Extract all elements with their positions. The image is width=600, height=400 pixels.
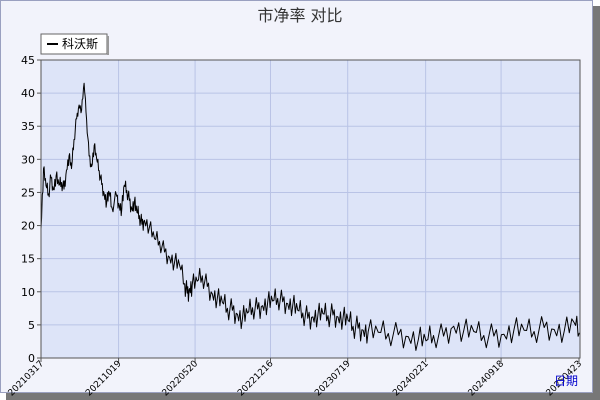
y-tick-label: 45: [21, 54, 35, 67]
chart-title: 市净率 对比: [257, 6, 342, 25]
y-tick-label: 15: [21, 253, 35, 266]
y-tick-label: 25: [21, 186, 35, 199]
y-tick-label: 30: [21, 153, 35, 166]
legend: 科沃斯: [40, 33, 109, 55]
y-tick-label: 35: [21, 120, 35, 133]
legend-shadow: [107, 36, 109, 55]
y-tick-label: 40: [21, 87, 35, 100]
series-line-0: [40, 82, 580, 351]
grid-lines: [41, 60, 580, 358]
y-tick-label: 20: [21, 220, 35, 233]
y-tick-label: 0: [28, 352, 35, 365]
frame-shadow-bottom: [6, 393, 600, 400]
plot-border: [40, 59, 581, 359]
y-tick-label: 10: [21, 286, 35, 299]
legend-label: 科沃斯: [62, 37, 98, 51]
series-layer: [40, 82, 580, 351]
frame-shadow-right: [593, 6, 600, 400]
x-axis-label: 日期: [554, 374, 578, 388]
y-axis: 0 5 10 15 20 25 30 35 40 45: [21, 54, 41, 365]
y-tick-label: 5: [28, 319, 35, 332]
